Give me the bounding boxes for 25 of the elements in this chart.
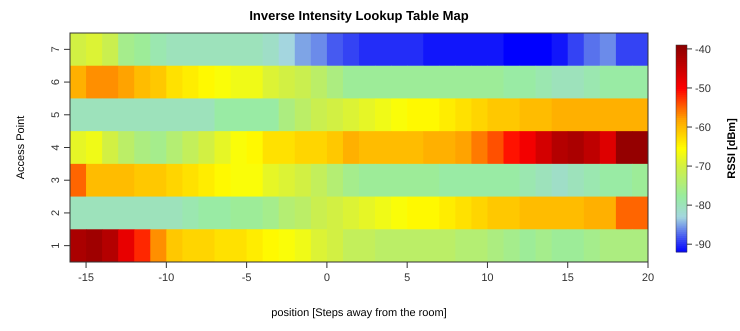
color-bar-label: -70 <box>695 161 711 174</box>
y-axis-title: Access Point <box>15 116 27 180</box>
color-bar-label: -40 <box>695 44 711 56</box>
color-bar-label: -90 <box>695 239 711 252</box>
y-tick-label: 5 <box>50 112 62 118</box>
x-tick-label: -5 <box>242 272 252 284</box>
y-tick-label: 3 <box>50 177 62 184</box>
y-tick-label: 7 <box>50 46 62 52</box>
chart-title: Inverse Intensity Lookup Table Map <box>249 8 469 23</box>
x-tick-label: 20 <box>642 272 654 284</box>
x-tick-label: -10 <box>158 272 174 284</box>
y-tick-label: 6 <box>50 79 62 86</box>
color-bar-label: -60 <box>695 122 711 134</box>
x-tick-label: 0 <box>324 272 330 284</box>
y-tick-label: 2 <box>50 210 62 216</box>
color-bar-title: RSSI [dBm] <box>726 118 738 179</box>
x-axis-title: position [Steps away from the room] <box>271 307 447 319</box>
x-tick-label: 15 <box>562 272 574 284</box>
x-tick-label: 10 <box>481 272 494 284</box>
color-bar-label: -50 <box>695 82 711 95</box>
y-tick-label: 4 <box>50 144 62 151</box>
color-bar-label: -80 <box>695 200 711 212</box>
x-tick-label: -15 <box>78 272 94 284</box>
y-tick-label: 1 <box>50 242 62 249</box>
x-tick-label: 5 <box>404 272 410 284</box>
